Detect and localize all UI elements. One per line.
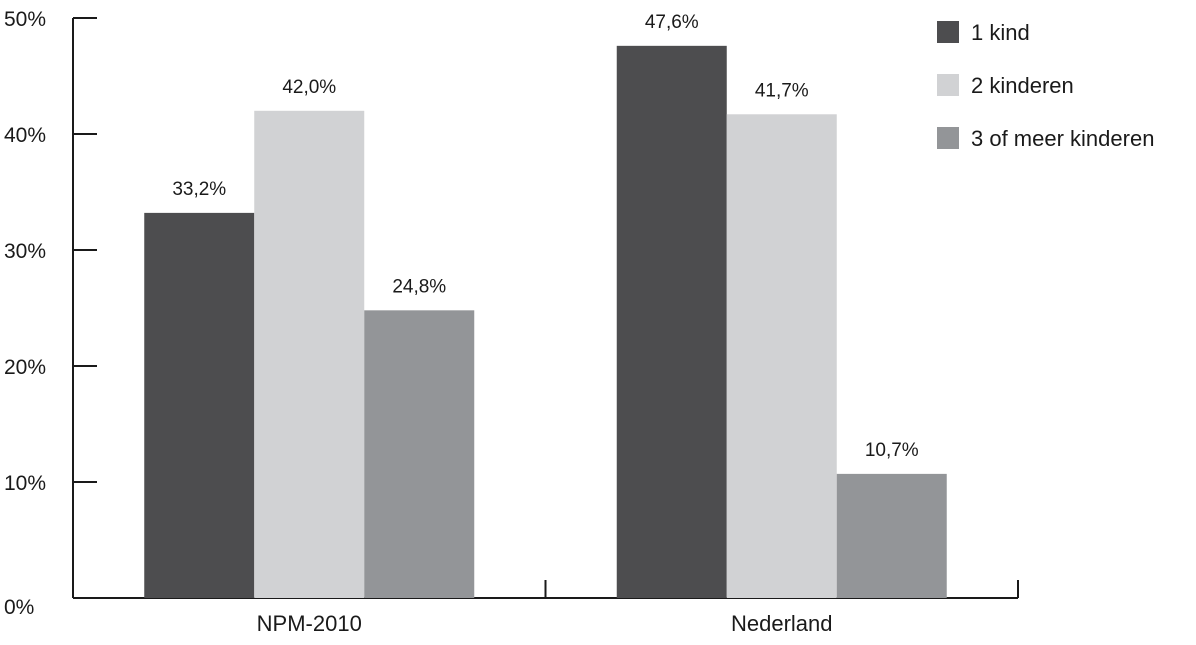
data-label: 42,0% bbox=[282, 77, 336, 98]
bar bbox=[726, 114, 837, 598]
bar bbox=[364, 310, 475, 598]
y-tick-label: 20% bbox=[4, 356, 46, 379]
y-tick-label: 50% bbox=[4, 8, 46, 31]
bar bbox=[254, 110, 365, 599]
y-tick-label: 40% bbox=[4, 124, 46, 147]
legend-label: 1 kind bbox=[971, 20, 1030, 45]
y-tick-label: 30% bbox=[4, 240, 46, 263]
y-tick-label: 0% bbox=[4, 596, 34, 619]
bar bbox=[144, 212, 255, 598]
x-category-label: Nederland bbox=[731, 611, 833, 636]
legend-label: 3 of meer kinderen bbox=[971, 126, 1154, 151]
legend-swatch bbox=[937, 127, 959, 149]
data-label: 41,7% bbox=[755, 80, 809, 101]
legend-label: 2 kinderen bbox=[971, 73, 1074, 98]
bar bbox=[616, 45, 727, 598]
data-label: 10,7% bbox=[865, 440, 919, 461]
x-category-label: NPM-2010 bbox=[257, 611, 362, 636]
bar bbox=[836, 473, 947, 598]
data-label: 24,8% bbox=[392, 276, 446, 297]
data-label: 47,6% bbox=[645, 12, 699, 33]
y-tick-label: 10% bbox=[4, 472, 46, 495]
legend-swatch bbox=[937, 21, 959, 43]
data-label: 33,2% bbox=[172, 179, 226, 200]
legend-swatch bbox=[937, 74, 959, 96]
